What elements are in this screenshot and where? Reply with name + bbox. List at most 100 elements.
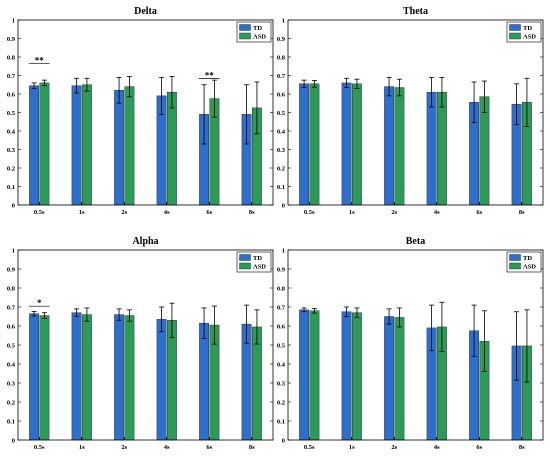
x-tick-label: 4s [164, 209, 170, 216]
bar-asd-6s [479, 96, 490, 206]
y-tick-label: 0.3 [7, 380, 16, 387]
legend-swatch-asd [509, 32, 521, 40]
significance-marker: ** [35, 56, 45, 66]
y-tick-label: 0.4 [277, 128, 286, 135]
bar-asd-0.5s [309, 310, 320, 441]
legend-label-asd: ASD [523, 33, 536, 40]
y-tick-label: 0.3 [277, 380, 286, 387]
y-tick-label: 0.6 [277, 91, 286, 98]
x-tick-label: 4s [434, 444, 440, 451]
legend-label-td: TD [523, 25, 532, 32]
chart-title: Alpha [132, 236, 158, 247]
bar-td-6s [199, 322, 209, 441]
x-tick-label: 2s [121, 209, 127, 216]
y-tick-label: 0 [282, 437, 285, 444]
y-tick-label: 0.5 [277, 110, 286, 117]
x-tick-label: 2s [391, 209, 397, 216]
y-tick-label: 0.2 [277, 399, 285, 406]
bar-asd-4s [437, 91, 447, 206]
plot-frame [17, 249, 274, 441]
x-tick-label: 6s [476, 444, 482, 451]
y-tick-label: 0.6 [7, 91, 16, 98]
y-tick-label: 0.9 [277, 266, 286, 273]
bar-td-2s [384, 316, 394, 441]
bar-asd-0.5s [309, 83, 320, 206]
x-tick-label: 1s [79, 444, 85, 451]
legend-label-asd: ASD [253, 33, 266, 40]
y-tick-label: 0.3 [7, 147, 16, 154]
x-tick-label: 6s [206, 209, 212, 216]
x-tick-label: 1s [79, 209, 85, 216]
plot-frame [17, 19, 274, 206]
x-tick-label: 8s [519, 209, 525, 216]
chart-panel-2: Alpha 0 0.1 0.2 0.3 0.4 0.5 0.6 0.7 0.8 0.9 1 0.5s 1s… [7, 236, 274, 451]
legend-swatch-asd [239, 262, 251, 270]
bar-td-1s [341, 82, 352, 206]
legend-label-td: TD [523, 255, 532, 262]
legend-swatch-td [239, 24, 251, 31]
y-tick-label: 0.7 [7, 73, 16, 80]
bar-asd-1s [82, 314, 92, 441]
y-tick-label: 0.1 [7, 418, 15, 425]
bar-asd-0.5s [39, 82, 50, 206]
bar-td-4s [426, 91, 437, 206]
x-tick-label: 8s [519, 444, 525, 451]
legend-swatch-td [509, 254, 521, 261]
chart-title: Beta [406, 236, 425, 247]
bar-td-4s [156, 319, 167, 441]
y-tick-label: 0.1 [277, 418, 285, 425]
y-tick-label: 1 [282, 17, 285, 24]
x-tick-label: 1s [349, 444, 355, 451]
y-tick-label: 0.7 [277, 304, 286, 311]
bar-asd-2s [394, 87, 405, 206]
y-tick-label: 0.8 [7, 285, 16, 292]
x-tick-label: 0.5s [304, 444, 315, 451]
y-tick-label: 0.7 [277, 73, 286, 80]
bar-td-1s [71, 312, 82, 441]
y-tick-label: 0 [12, 437, 15, 444]
y-tick-label: 0.6 [7, 323, 16, 330]
bar-asd-4s [167, 91, 177, 206]
legend-swatch-td [239, 254, 251, 261]
significance-marker: ** [205, 71, 215, 81]
legend-label-asd: ASD [523, 263, 536, 270]
bar-td-0.5s [299, 83, 309, 206]
y-tick-label: 0.1 [7, 184, 15, 191]
bar-td-0.5s [29, 85, 39, 206]
chart-panel-1: Theta 0 0.1 0.2 0.3 0.4 0.5 0.6 0.7 0.8 0.9 1 0.5s 1s… [277, 6, 544, 216]
y-tick-label: 0.1 [277, 184, 285, 191]
y-tick-label: 0.4 [7, 361, 16, 368]
y-tick-label: 0.3 [277, 147, 286, 154]
x-tick-label: 2s [391, 444, 397, 451]
chart-panel-3: Beta 0 0.1 0.2 0.3 0.4 0.5 0.6 0.7 0.8 0.9 1 0.5s 1s 2… [277, 236, 544, 451]
y-tick-label: 0.2 [7, 399, 15, 406]
y-tick-label: 0.6 [277, 323, 286, 330]
legend-swatch-td [509, 24, 521, 31]
x-tick-label: 8s [249, 444, 255, 451]
y-tick-label: 0.5 [277, 342, 286, 349]
y-tick-label: 0.2 [7, 165, 15, 172]
y-tick-label: 0.8 [277, 54, 286, 61]
bar-asd-1s [352, 83, 362, 206]
y-tick-label: 0 [282, 202, 285, 209]
y-tick-label: 0.9 [277, 36, 286, 43]
bar-asd-2s [124, 86, 135, 206]
bar-asd-2s [124, 315, 135, 441]
significance-marker: * [37, 298, 42, 308]
legend-label-td: TD [253, 25, 262, 32]
bar-td-0.5s [29, 313, 39, 441]
y-tick-label: 0.9 [7, 266, 16, 273]
x-tick-label: 4s [434, 209, 440, 216]
x-tick-label: 8s [249, 209, 255, 216]
bar-td-2s [114, 90, 124, 206]
bar-asd-2s [394, 317, 405, 441]
x-tick-label: 6s [206, 444, 212, 451]
y-tick-label: 0.9 [7, 36, 16, 43]
bar-asd-0.5s [39, 315, 50, 441]
bar-asd-4s [167, 320, 177, 441]
